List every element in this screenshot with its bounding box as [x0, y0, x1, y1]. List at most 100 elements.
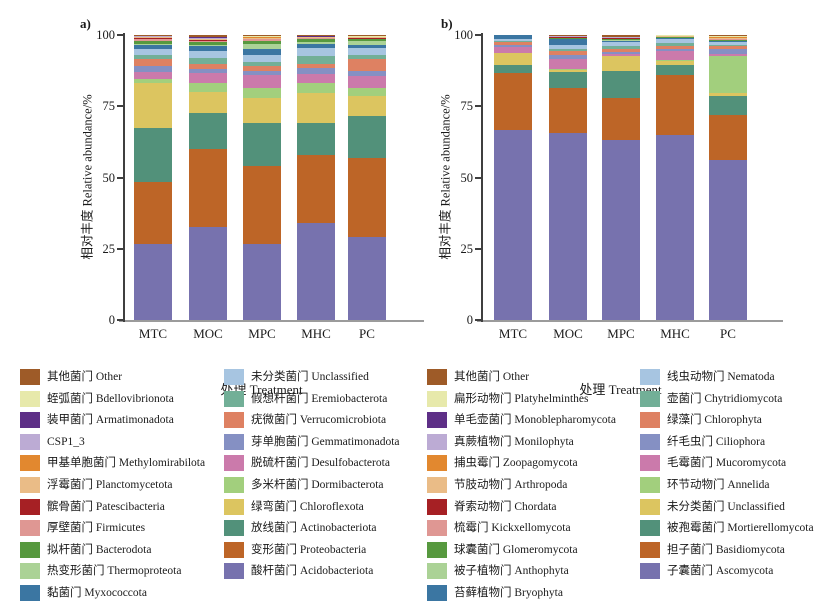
legend-item: 蛭弧菌门 Bdellovibrionota	[20, 390, 174, 408]
legend-label: 脊索动物门 Chordata	[454, 500, 557, 513]
bar-segment	[709, 36, 747, 38]
bar-segment	[348, 76, 386, 88]
bar-segment	[549, 38, 587, 40]
legend-label: 苔藓植物门 Bryophyta	[454, 587, 563, 599]
x-tick-label-MHC: MHC	[660, 326, 690, 341]
legend-item: 苔藓植物门 Bryophyta	[427, 584, 563, 602]
y-tick-label: 50	[102, 170, 116, 185]
bar-segment	[348, 40, 386, 46]
y-axis-title-b: 相对丰度 Relative abundance/%	[438, 94, 453, 260]
bar-segment	[494, 38, 532, 42]
bar-segment	[189, 149, 227, 228]
bar-segment	[656, 51, 694, 60]
bar-segment	[189, 73, 227, 84]
bar-segment	[348, 87, 386, 97]
bar-segment	[134, 35, 172, 36]
bar-segment	[656, 43, 694, 47]
bar-segment	[134, 37, 172, 38]
bar-segment	[243, 70, 281, 75]
bar-segment	[134, 59, 172, 67]
legend-swatch	[224, 520, 244, 537]
legend-item: 子囊菌门 Ascomycota	[640, 562, 773, 580]
bar-segment	[494, 42, 532, 46]
legend-item: 被子植物门 Anthophyta	[427, 562, 569, 580]
bar-segment	[243, 43, 281, 50]
legend-swatch	[427, 412, 447, 429]
bar-segment	[348, 59, 386, 71]
bar-segment	[134, 79, 172, 84]
bar-segment	[656, 46, 694, 50]
bar-segment	[549, 36, 587, 37]
bar-segment	[189, 113, 227, 149]
bar-segment	[189, 45, 227, 47]
legend-swatch	[20, 498, 40, 515]
x-tick-label-MTC: MTC	[138, 326, 168, 341]
bar-segment	[243, 37, 281, 38]
legend-label: 未分类菌门 Unclassified	[667, 500, 785, 513]
bar-segment	[189, 42, 227, 46]
legend-swatch	[640, 455, 660, 472]
x-tick-label-PC: PC	[720, 326, 736, 341]
bar-segment	[549, 72, 587, 88]
bar-segment	[297, 93, 335, 124]
bar-segment	[709, 38, 747, 40]
bar-segment	[189, 36, 227, 38]
legend-item: 梳霉门 Kickxellomycota	[427, 519, 571, 537]
bar-segment	[189, 92, 227, 114]
legend-item: 未分类菌门 Unclassified	[640, 498, 785, 516]
bar-segment	[189, 35, 227, 37]
bar-segment	[297, 43, 335, 48]
legend-item: 黏菌门 Myxococcota	[20, 584, 147, 602]
y-tick-mark	[475, 247, 481, 250]
legend-item: 其他菌门 Other	[427, 368, 529, 386]
legend-item: 未分类菌门 Unclassified	[224, 368, 369, 386]
legend-item: 脱硫杆菌门 Desulfobacterota	[224, 454, 390, 472]
legend-label: 真蕨植物门 Monilophyta	[454, 435, 574, 448]
bar-segment	[243, 55, 281, 63]
legend-swatch	[427, 541, 447, 558]
bar-segment	[549, 38, 587, 39]
legend-swatch	[427, 477, 447, 493]
legend-label: 甲基单胞菌门 Methylomirabilota	[47, 457, 206, 470]
legend-label: 绿藻门 Chlorophyta	[667, 414, 762, 427]
legend-item: 线虫动物门 Nematoda	[640, 368, 775, 386]
bar-segment	[602, 35, 640, 37]
bar-segment	[602, 140, 640, 320]
legend-swatch	[640, 412, 660, 429]
legend-swatch	[224, 477, 244, 493]
legend-swatch	[224, 369, 244, 385]
legend-label: 放线菌门 Actinobacteriota	[251, 522, 377, 535]
legend-item: 绿弯菌门 Chloroflexota	[224, 498, 364, 516]
x-tick-label-MOC: MOC	[193, 326, 223, 341]
legend-swatch	[224, 563, 244, 580]
legend-item: 捕虫霉门 Zoopagomycota	[427, 454, 578, 472]
bar-segment	[602, 70, 640, 98]
bar-segment	[549, 39, 587, 46]
legend-label: CSP1_3	[47, 435, 85, 448]
bar-segment	[189, 57, 227, 64]
legend-swatch	[427, 520, 447, 537]
legend-label: 热变形菌门 Thermoproteota	[47, 565, 182, 578]
legend-item: 装甲菌门 Armatimonadota	[20, 411, 174, 429]
legend-label: 毛霉菌门 Mucoromycota	[667, 457, 787, 470]
y-axis-line	[123, 33, 125, 322]
legend-label: 其他菌门 Other	[454, 371, 530, 383]
bar-segment	[549, 55, 587, 60]
legend-label: 芽单胞菌门 Gemmatimonadota	[251, 435, 400, 448]
y-tick-mark	[117, 176, 123, 179]
bar-segment	[709, 96, 747, 115]
legend-swatch	[20, 477, 40, 493]
bar-segment	[134, 55, 172, 60]
y-tick-label: 25	[460, 241, 474, 256]
legend-item: 担子菌门 Basidiomycota	[640, 541, 785, 559]
legend-swatch	[427, 498, 447, 515]
legend-item: 变形菌门 Proteobacteria	[224, 541, 366, 559]
bar-segment	[189, 50, 227, 58]
legend-item: 单毛壶菌门 Monoblepharomycota	[427, 411, 616, 429]
bar-segment	[297, 56, 335, 64]
bar-segment	[549, 69, 587, 71]
x-axis-line	[477, 320, 783, 322]
bar-segment	[549, 59, 587, 70]
legend-label: 绿弯菌门 Chloroflexota	[251, 500, 364, 513]
legend-label: 酸杆菌门 Acidobacteriota	[251, 565, 374, 578]
